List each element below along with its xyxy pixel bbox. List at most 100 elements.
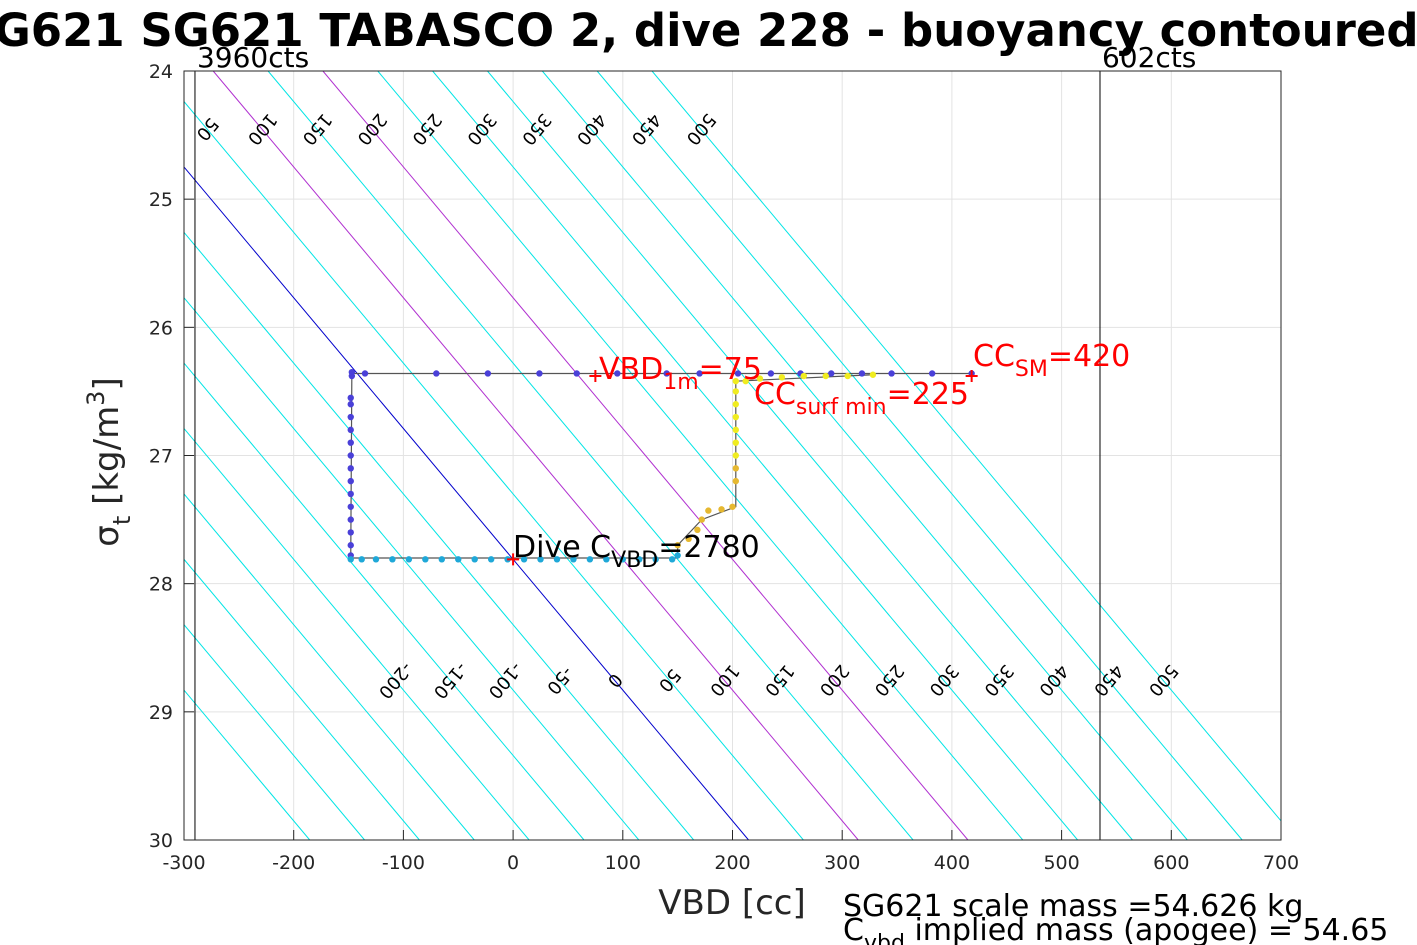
data-point bbox=[603, 556, 610, 563]
annotation-vbd-1m: VBD1m=75 bbox=[599, 352, 762, 395]
data-point bbox=[614, 370, 621, 377]
data-point bbox=[361, 370, 369, 377]
data-point bbox=[822, 372, 829, 380]
y-tick-label: 28 bbox=[149, 574, 173, 596]
data-point bbox=[372, 556, 380, 563]
contour-line bbox=[184, 493, 475, 840]
annotation-cc-sm: CCSM=420 bbox=[973, 339, 1130, 382]
data-point bbox=[729, 503, 736, 510]
data-point bbox=[694, 526, 701, 534]
data-point bbox=[537, 556, 544, 563]
y-axis-label-sup: 3 bbox=[82, 391, 110, 406]
data-point bbox=[928, 370, 936, 377]
x-tick-label: 0 bbox=[507, 852, 519, 874]
contour-line bbox=[184, 166, 749, 840]
contour-line bbox=[184, 558, 420, 840]
data-point bbox=[347, 529, 354, 536]
data-point bbox=[487, 556, 495, 563]
contour-line bbox=[267, 71, 914, 840]
data-point bbox=[828, 370, 835, 377]
data-point bbox=[347, 477, 354, 485]
x-tick-label: -100 bbox=[382, 852, 425, 874]
y-tick-label: 29 bbox=[149, 702, 173, 724]
x-tick-label: 500 bbox=[1043, 852, 1079, 874]
markers bbox=[507, 370, 978, 566]
annotation-dive-cvbd-post: =2780 bbox=[658, 530, 759, 565]
contour-line bbox=[596, 71, 1243, 840]
data-point bbox=[756, 375, 764, 382]
data-point bbox=[698, 516, 705, 523]
limit-label: 602cts bbox=[1102, 41, 1196, 74]
data-point bbox=[347, 401, 354, 408]
footer-implied-mass-c: C bbox=[843, 913, 864, 945]
annotation-cc-surf-min: CCsurf min=225 bbox=[754, 377, 969, 420]
y-tick-label: 24 bbox=[149, 61, 173, 83]
x-tick-label: 400 bbox=[934, 852, 970, 874]
footer-implied-mass-post: implied mass (apogee) = 54.65 bbox=[905, 913, 1389, 945]
data-point bbox=[858, 370, 866, 377]
data-point bbox=[573, 370, 580, 377]
data-point bbox=[663, 370, 670, 377]
y-tick-label: 27 bbox=[149, 446, 173, 468]
y-axis-label-unit: [kg/m bbox=[87, 406, 127, 516]
annotation-vbd-1m-post: =75 bbox=[699, 352, 762, 387]
data-point bbox=[732, 465, 739, 472]
data-point bbox=[347, 465, 354, 472]
contour-line bbox=[184, 427, 530, 840]
data-point bbox=[347, 556, 354, 563]
vbd-limit-lines: 3960cts 602cts bbox=[194, 41, 1196, 840]
x-tick-label: 700 bbox=[1263, 852, 1299, 874]
contour-line bbox=[184, 296, 640, 840]
data-point bbox=[767, 370, 775, 377]
contour-line bbox=[184, 362, 585, 840]
data-point bbox=[778, 374, 786, 381]
contour-line bbox=[487, 71, 1133, 840]
data-point bbox=[696, 370, 703, 377]
plus-marker bbox=[589, 370, 602, 383]
data-point bbox=[732, 439, 739, 446]
annotation-cc-sm-pre: CC bbox=[973, 339, 1015, 374]
data-point bbox=[536, 370, 543, 377]
annotation-dive-cvbd: Dive CVBD=2780 bbox=[513, 530, 760, 573]
contour-line bbox=[212, 71, 859, 840]
y-tick-label: 26 bbox=[149, 317, 173, 339]
data-point bbox=[553, 556, 561, 563]
data-point bbox=[433, 370, 440, 377]
data-point bbox=[685, 535, 692, 543]
data-point bbox=[674, 542, 681, 549]
data-point bbox=[347, 413, 354, 421]
data-point bbox=[888, 370, 895, 377]
data-point bbox=[389, 556, 396, 563]
data-point bbox=[619, 556, 626, 563]
data-point bbox=[718, 506, 725, 513]
contour-line bbox=[184, 231, 695, 840]
contour-line bbox=[541, 71, 1188, 840]
data-point bbox=[844, 372, 851, 380]
data-point bbox=[705, 507, 712, 514]
data-point bbox=[347, 503, 354, 510]
data-point bbox=[732, 388, 739, 395]
data-point bbox=[668, 556, 676, 563]
data-point bbox=[438, 556, 445, 563]
annotation-cc-surf-min-post: =225 bbox=[887, 377, 969, 412]
data-point bbox=[734, 370, 742, 377]
data-point bbox=[732, 377, 739, 385]
data-point bbox=[347, 426, 354, 434]
data-point bbox=[358, 556, 365, 563]
x-tick-label: 600 bbox=[1153, 852, 1189, 874]
x-tick-label: -300 bbox=[162, 852, 205, 874]
contour-line bbox=[184, 689, 311, 840]
y-tick-label: 25 bbox=[149, 189, 173, 211]
x-tick-label: -200 bbox=[272, 852, 315, 874]
data-point bbox=[742, 377, 749, 385]
x-axis-label: VBD [cc] bbox=[658, 883, 806, 923]
annotation-dive-cvbd-sub: VBD bbox=[611, 548, 658, 573]
data-point bbox=[471, 556, 478, 563]
data-point bbox=[732, 477, 739, 485]
data-point bbox=[455, 556, 462, 563]
contour-line bbox=[322, 71, 969, 840]
annotation-cc-sm-post: =420 bbox=[1048, 339, 1130, 374]
data-point bbox=[347, 542, 354, 549]
footer-implied-mass-sub: vbd bbox=[864, 931, 905, 945]
y-axis-label-sub: t bbox=[108, 516, 136, 525]
